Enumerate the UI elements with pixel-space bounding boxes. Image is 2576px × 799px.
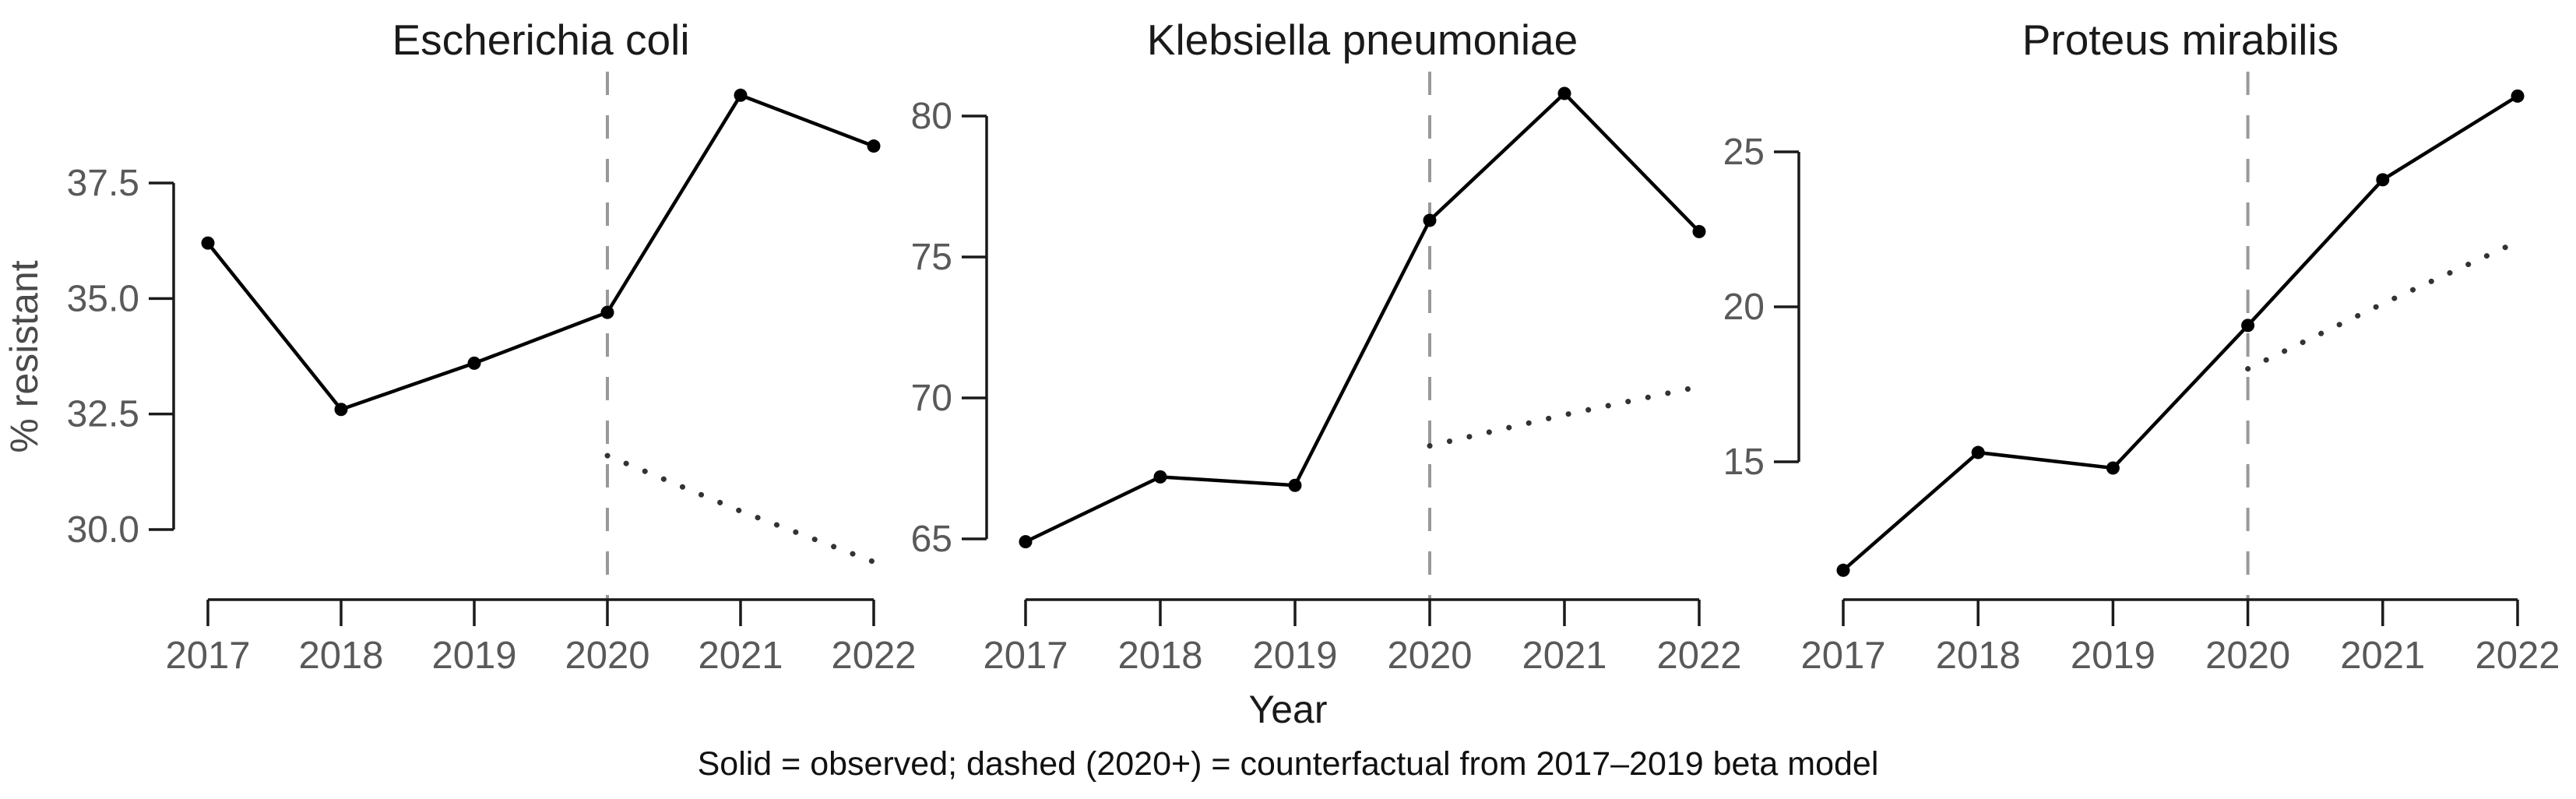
- counterfactual-line: [604, 452, 877, 565]
- y-tick-label: 80: [911, 96, 952, 137]
- panel-title: Proteus mirabilis: [2022, 16, 2339, 64]
- x-tick-label: 2020: [565, 635, 649, 677]
- y-tick-label: 70: [911, 378, 952, 419]
- data-point: [2241, 319, 2255, 333]
- x-tick-label: 2021: [698, 635, 783, 677]
- x-tick-label: 2018: [1936, 635, 2021, 677]
- data-point: [1019, 535, 1033, 549]
- x-tick-label: 2017: [983, 635, 1068, 677]
- y-tick-label: 20: [1723, 287, 1765, 328]
- observed-line: [1842, 94, 2519, 572]
- data-point: [1971, 445, 1985, 459]
- data-point: [1423, 213, 1437, 227]
- x-tick-label: 2018: [1117, 635, 1202, 677]
- counterfactual-line: [2245, 238, 2521, 372]
- x-tick-label: 2022: [1656, 635, 1741, 677]
- x-tick-label: 2020: [1387, 635, 1472, 677]
- data-point: [1836, 563, 1850, 577]
- data-point: [467, 356, 481, 370]
- panel-proteus-mirabilis: Proteus mirabilis 15 20 25 2017 2018 2019 2020 2…: [1723, 16, 2560, 677]
- panel-klebsiella-pneumoniae: Klebsiella pneumoniae 65 70 75 80 2017 2018 201…: [911, 16, 1742, 677]
- x-tick-label: 2017: [165, 635, 250, 677]
- x-tick-label: 2019: [1252, 635, 1337, 677]
- x-tick-label: 2020: [2205, 635, 2290, 677]
- panel-title: Escherichia coli: [392, 16, 689, 64]
- data-point: [2511, 89, 2525, 103]
- panel-title: Klebsiella pneumoniae: [1147, 16, 1578, 64]
- y-tick-label: 65: [911, 519, 952, 560]
- x-tick-label: 2021: [2340, 635, 2425, 677]
- x-tick-label: 2022: [2475, 635, 2560, 677]
- y-tick-label: 15: [1723, 442, 1765, 483]
- panel-escherichia-coli: Escherichia coli 30.0 32.5 35.0 37.5 2017 2018…: [67, 16, 917, 677]
- x-tick-label: 2019: [431, 635, 516, 677]
- data-point: [734, 88, 748, 102]
- y-tick-label: 35.0: [67, 278, 139, 319]
- data-point: [1692, 224, 1706, 238]
- y-tick-label: 75: [911, 237, 952, 278]
- y-tick-label: 25: [1723, 132, 1765, 173]
- observed-line: [206, 93, 875, 412]
- y-tick-label: 30.0: [67, 509, 139, 551]
- y-tick-label: 32.5: [67, 394, 139, 435]
- y-tick-label: 37.5: [67, 163, 139, 204]
- x-tick-label: 2019: [2071, 635, 2155, 677]
- data-point: [867, 139, 881, 153]
- y-axis-label: % resistant: [2, 260, 46, 452]
- data-point: [1153, 470, 1167, 484]
- caption: Solid = observed; dashed (2020+) = count…: [698, 745, 1879, 783]
- data-point: [2376, 173, 2390, 187]
- data-point: [1557, 86, 1571, 100]
- panels: Escherichia coli 30.0 32.5 35.0 37.5 2017 2018…: [67, 16, 2560, 677]
- observed-line: [1025, 90, 1701, 544]
- x-tick-label: 2021: [1522, 635, 1606, 677]
- data-point: [334, 403, 348, 417]
- counterfactual-line: [1427, 384, 1702, 449]
- data-point: [600, 305, 614, 319]
- x-tick-label: 2017: [1800, 635, 1885, 677]
- data-point: [1288, 478, 1302, 492]
- x-tick-label: 2022: [831, 635, 916, 677]
- x-tick-label: 2018: [298, 635, 383, 677]
- data-point: [2106, 461, 2120, 475]
- x-axis-label: Year: [1248, 688, 1327, 731]
- data-point: [201, 236, 215, 250]
